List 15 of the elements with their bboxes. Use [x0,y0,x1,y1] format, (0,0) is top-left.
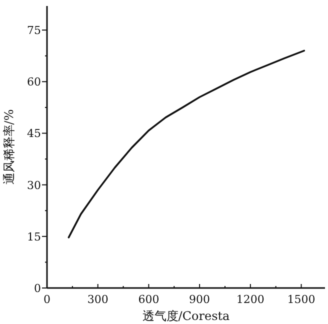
y-tick-label: 0 [34,282,41,295]
y-tick-label: 15 [27,230,41,244]
y-tick-label: 30 [27,178,41,192]
y-tick-label: 45 [27,127,41,140]
x-tick-label: 900 [189,293,210,306]
x-tick-label: 1500 [287,293,316,306]
x-tick-label: 300 [87,293,108,306]
x-tick-label: 0 [44,293,50,306]
x-tick-label: 1200 [236,293,264,306]
x-axis-title: 透气度/Coresta [142,309,230,323]
x-tick-label: 600 [138,293,160,306]
y-axis-title: 通风稀释率/% [2,109,16,185]
y-tick-label: 75 [27,24,41,38]
y-tick-label: 60 [27,76,41,89]
line-series [68,50,306,238]
